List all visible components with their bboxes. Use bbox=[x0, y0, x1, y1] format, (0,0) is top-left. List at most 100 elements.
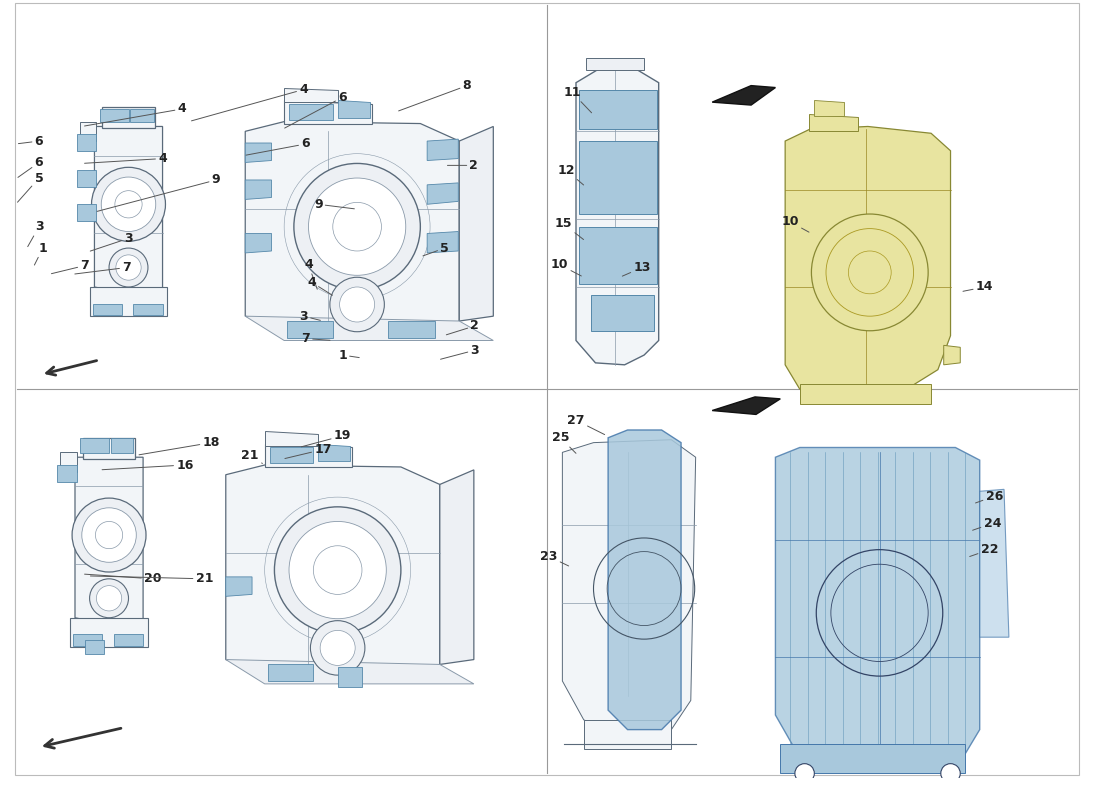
Polygon shape bbox=[585, 58, 645, 70]
Polygon shape bbox=[73, 634, 102, 646]
Circle shape bbox=[114, 190, 142, 218]
Text: 3: 3 bbox=[28, 220, 43, 246]
Polygon shape bbox=[460, 126, 493, 321]
Text: 3: 3 bbox=[90, 232, 133, 251]
Polygon shape bbox=[131, 109, 154, 122]
Polygon shape bbox=[226, 577, 252, 596]
Polygon shape bbox=[427, 231, 459, 253]
Text: 4: 4 bbox=[307, 276, 332, 295]
Polygon shape bbox=[712, 86, 776, 105]
Polygon shape bbox=[245, 180, 272, 199]
Polygon shape bbox=[80, 438, 109, 454]
Polygon shape bbox=[785, 126, 950, 396]
Polygon shape bbox=[82, 438, 135, 459]
Polygon shape bbox=[245, 143, 272, 162]
Polygon shape bbox=[270, 447, 314, 463]
Text: 12: 12 bbox=[558, 164, 584, 185]
Text: 6: 6 bbox=[246, 138, 310, 155]
Polygon shape bbox=[226, 659, 474, 684]
Polygon shape bbox=[712, 397, 780, 414]
Polygon shape bbox=[576, 68, 659, 365]
Text: 24: 24 bbox=[972, 517, 1001, 530]
Polygon shape bbox=[579, 90, 657, 130]
Circle shape bbox=[89, 579, 129, 618]
Text: 22: 22 bbox=[970, 543, 998, 557]
Polygon shape bbox=[427, 183, 459, 204]
Text: a passion for parts since...: a passion for parts since... bbox=[460, 457, 828, 672]
Text: 7: 7 bbox=[75, 261, 131, 274]
Polygon shape bbox=[265, 444, 352, 467]
Polygon shape bbox=[318, 444, 350, 461]
Text: 11: 11 bbox=[563, 86, 592, 113]
Text: 6: 6 bbox=[19, 134, 43, 147]
Polygon shape bbox=[77, 134, 97, 150]
Text: 21: 21 bbox=[90, 572, 213, 586]
Polygon shape bbox=[245, 234, 272, 253]
Text: Eurospares: Eurospares bbox=[390, 82, 994, 463]
Polygon shape bbox=[267, 665, 314, 681]
Text: 1: 1 bbox=[338, 349, 360, 362]
Text: 4: 4 bbox=[85, 102, 186, 126]
Text: 4: 4 bbox=[191, 83, 308, 121]
Text: 27: 27 bbox=[568, 414, 605, 434]
Polygon shape bbox=[388, 321, 434, 338]
Polygon shape bbox=[95, 126, 163, 302]
Text: 26: 26 bbox=[976, 490, 1003, 503]
Polygon shape bbox=[338, 100, 370, 118]
Text: 23: 23 bbox=[540, 550, 569, 566]
Polygon shape bbox=[776, 447, 980, 754]
Polygon shape bbox=[289, 104, 333, 120]
Circle shape bbox=[97, 586, 122, 611]
Text: 7: 7 bbox=[52, 259, 89, 274]
Text: 21: 21 bbox=[241, 449, 263, 463]
Circle shape bbox=[812, 214, 928, 330]
Polygon shape bbox=[814, 100, 844, 116]
Polygon shape bbox=[92, 303, 122, 315]
Polygon shape bbox=[114, 634, 143, 646]
Circle shape bbox=[91, 167, 165, 242]
Circle shape bbox=[96, 522, 123, 549]
Polygon shape bbox=[284, 87, 338, 102]
Circle shape bbox=[333, 202, 382, 251]
Circle shape bbox=[81, 508, 136, 562]
Text: 4: 4 bbox=[304, 258, 317, 290]
Polygon shape bbox=[287, 321, 333, 338]
Text: 20: 20 bbox=[85, 572, 162, 586]
Circle shape bbox=[940, 764, 960, 783]
Text: 8: 8 bbox=[398, 79, 472, 111]
Circle shape bbox=[109, 248, 148, 287]
Polygon shape bbox=[80, 122, 97, 141]
Circle shape bbox=[116, 255, 141, 280]
Polygon shape bbox=[944, 346, 960, 365]
Polygon shape bbox=[584, 720, 671, 749]
Polygon shape bbox=[89, 287, 167, 316]
Polygon shape bbox=[226, 465, 440, 679]
Polygon shape bbox=[780, 744, 965, 774]
Text: 9: 9 bbox=[314, 198, 354, 210]
Polygon shape bbox=[77, 204, 97, 221]
Circle shape bbox=[294, 163, 420, 290]
Polygon shape bbox=[980, 490, 1009, 637]
Circle shape bbox=[274, 507, 400, 634]
Polygon shape bbox=[75, 458, 143, 632]
Circle shape bbox=[330, 278, 384, 332]
Text: 6: 6 bbox=[285, 90, 346, 128]
Circle shape bbox=[308, 178, 406, 275]
Text: 2: 2 bbox=[448, 159, 478, 172]
Polygon shape bbox=[284, 100, 372, 123]
Polygon shape bbox=[579, 226, 657, 284]
Polygon shape bbox=[85, 640, 104, 654]
Text: 2: 2 bbox=[447, 319, 480, 334]
Circle shape bbox=[340, 287, 375, 322]
Polygon shape bbox=[608, 430, 681, 730]
Polygon shape bbox=[70, 618, 148, 647]
Polygon shape bbox=[427, 139, 459, 161]
Circle shape bbox=[795, 764, 814, 783]
Text: 18: 18 bbox=[139, 436, 220, 455]
Polygon shape bbox=[562, 440, 695, 739]
Text: 19: 19 bbox=[301, 430, 351, 446]
Text: 1: 1 bbox=[34, 242, 47, 265]
Text: 7: 7 bbox=[301, 332, 330, 345]
Text: 17: 17 bbox=[285, 443, 332, 458]
Text: 16: 16 bbox=[102, 458, 194, 471]
